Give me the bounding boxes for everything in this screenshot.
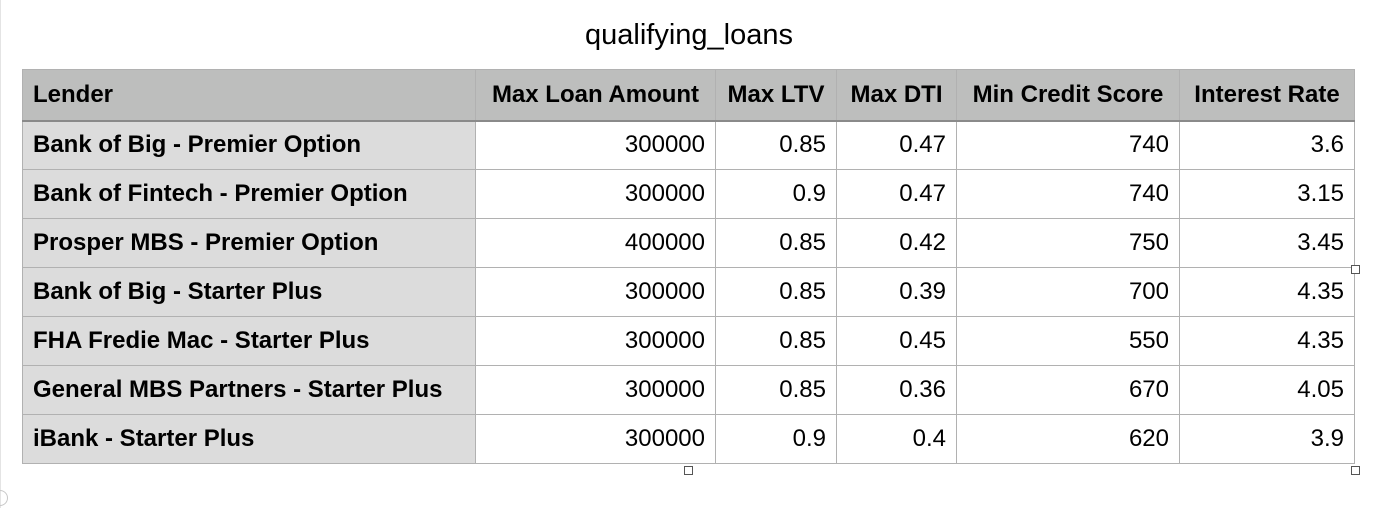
table-row: Bank of Fintech - Premier Option 300000 …: [22, 169, 1355, 219]
table-title[interactable]: qualifying_loans: [585, 19, 793, 51]
max-loan-amount-cell[interactable]: 300000: [475, 267, 716, 317]
lender-cell[interactable]: FHA Fredie Mac - Starter Plus: [22, 316, 476, 366]
max-dti-cell[interactable]: 0.45: [836, 316, 957, 366]
min-credit-score-cell[interactable]: 740: [956, 169, 1180, 219]
header-cell-max-ltv[interactable]: Max LTV: [715, 69, 837, 121]
table-row: Bank of Big - Starter Plus 300000 0.85 0…: [22, 267, 1355, 317]
lender-cell[interactable]: Bank of Big - Premier Option: [22, 120, 476, 170]
max-loan-amount-cell[interactable]: 300000: [475, 316, 716, 366]
max-loan-amount-cell[interactable]: 300000: [475, 414, 716, 464]
min-credit-score-cell[interactable]: 700: [956, 267, 1180, 317]
interest-rate-cell[interactable]: 4.05: [1179, 365, 1355, 415]
max-dti-cell[interactable]: 0.4: [836, 414, 957, 464]
header-cell-max-dti[interactable]: Max DTI: [836, 69, 957, 121]
max-dti-cell[interactable]: 0.47: [836, 169, 957, 219]
min-credit-score-cell[interactable]: 750: [956, 218, 1180, 268]
header-cell-min-credit-score[interactable]: Min Credit Score: [956, 69, 1180, 121]
max-dti-cell[interactable]: 0.47: [836, 120, 957, 170]
max-ltv-cell[interactable]: 0.9: [715, 169, 837, 219]
resize-handle-corner[interactable]: [1351, 466, 1360, 475]
header-cell-max-loan-amount[interactable]: Max Loan Amount: [475, 69, 716, 121]
lender-cell[interactable]: Prosper MBS - Premier Option: [22, 218, 476, 268]
max-ltv-cell[interactable]: 0.85: [715, 120, 837, 170]
max-ltv-cell[interactable]: 0.85: [715, 316, 837, 366]
max-ltv-cell[interactable]: 0.85: [715, 267, 837, 317]
interest-rate-cell[interactable]: 3.9: [1179, 414, 1355, 464]
max-loan-amount-cell[interactable]: 400000: [475, 218, 716, 268]
interest-rate-cell[interactable]: 3.15: [1179, 169, 1355, 219]
table-row: Prosper MBS - Premier Option 400000 0.85…: [22, 218, 1355, 268]
max-dti-cell[interactable]: 0.39: [836, 267, 957, 317]
max-ltv-cell[interactable]: 0.9: [715, 414, 837, 464]
max-dti-cell[interactable]: 0.36: [836, 365, 957, 415]
table-row: Bank of Big - Premier Option 300000 0.85…: [22, 120, 1355, 170]
lender-cell[interactable]: Bank of Fintech - Premier Option: [22, 169, 476, 219]
lender-cell[interactable]: iBank - Starter Plus: [22, 414, 476, 464]
interest-rate-cell[interactable]: 3.45: [1179, 218, 1355, 268]
interest-rate-cell[interactable]: 3.6: [1179, 120, 1355, 170]
table-row: FHA Fredie Mac - Starter Plus 300000 0.8…: [22, 316, 1355, 366]
max-dti-cell[interactable]: 0.42: [836, 218, 957, 268]
min-credit-score-cell[interactable]: 670: [956, 365, 1180, 415]
table-row: iBank - Starter Plus 300000 0.9 0.4 620 …: [22, 414, 1355, 464]
resize-handle-bottom[interactable]: [684, 466, 693, 475]
lender-cell[interactable]: Bank of Big - Starter Plus: [22, 267, 476, 317]
header-row: Lender Max Loan Amount Max LTV Max DTI M…: [22, 69, 1355, 121]
max-loan-amount-cell[interactable]: 300000: [475, 120, 716, 170]
max-ltv-cell[interactable]: 0.85: [715, 218, 837, 268]
window-edge: [0, 0, 1, 508]
max-loan-amount-cell[interactable]: 300000: [475, 169, 716, 219]
header-cell-interest-rate[interactable]: Interest Rate: [1179, 69, 1355, 121]
table-row: General MBS Partners - Starter Plus 3000…: [22, 365, 1355, 415]
interest-rate-cell[interactable]: 4.35: [1179, 267, 1355, 317]
resize-handle-right[interactable]: [1351, 265, 1360, 274]
min-credit-score-cell[interactable]: 550: [956, 316, 1180, 366]
header-cell-lender[interactable]: Lender: [22, 69, 476, 121]
lender-cell[interactable]: General MBS Partners - Starter Plus: [22, 365, 476, 415]
max-ltv-cell[interactable]: 0.85: [715, 365, 837, 415]
corner-indicator: [0, 490, 8, 506]
min-credit-score-cell[interactable]: 740: [956, 120, 1180, 170]
min-credit-score-cell[interactable]: 620: [956, 414, 1180, 464]
qualifying-loans-table[interactable]: Lender Max Loan Amount Max LTV Max DTI M…: [22, 69, 1355, 464]
interest-rate-cell[interactable]: 4.35: [1179, 316, 1355, 366]
max-loan-amount-cell[interactable]: 300000: [475, 365, 716, 415]
